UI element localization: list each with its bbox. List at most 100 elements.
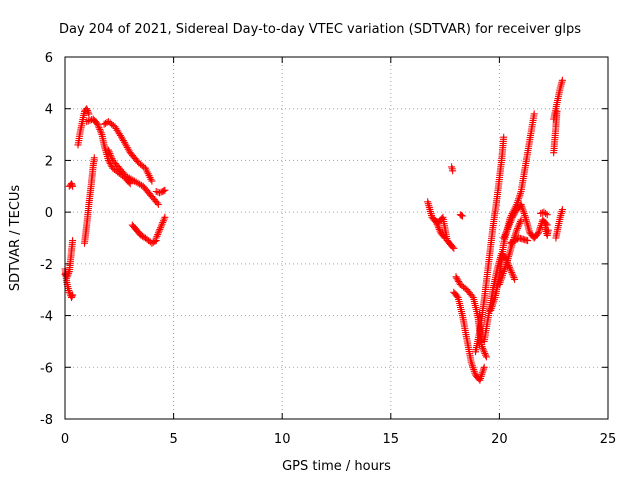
series-track-x [537,208,551,219]
series-track-h [104,146,162,208]
data-point [157,222,165,230]
plot-frame [64,56,609,420]
x-axis-tick-labels: 0 5 10 15 20 25 [61,432,616,447]
data-point [509,212,517,220]
data-point [453,292,461,300]
data-point [90,154,98,162]
data-point [508,238,516,246]
series-track-e [81,154,98,247]
data-point [558,206,566,214]
data-point [482,353,490,361]
data-point [449,243,457,251]
series-track-w [506,234,532,247]
data-point [156,225,164,233]
data-point [513,226,521,234]
y-tick-label: 0 [45,206,53,221]
data-point [139,232,146,240]
x-tick-label: 20 [491,432,508,447]
data-point [97,127,104,135]
data-point [543,211,551,219]
y-tick-label: -4 [40,310,53,325]
x-axis-label: GPS time / hours [282,459,391,474]
data-point [455,277,463,285]
data-point [530,110,538,118]
data-point [152,188,160,195]
data-point [511,275,519,283]
data-point [94,122,102,130]
data-point [159,219,167,226]
data-point [500,133,508,141]
data-point [154,229,162,237]
data-point [479,367,487,375]
data-point [107,151,115,159]
data-point [558,76,566,84]
series-track-y [541,224,552,239]
data-point [126,180,134,188]
data-point [137,231,145,239]
series-track-k [152,186,169,197]
series-track-ab [552,206,566,242]
data-point [538,209,546,217]
data-point [506,220,513,228]
data-point [454,276,462,284]
data-point [151,237,159,245]
series-track-j [152,213,169,242]
data-point [149,238,157,246]
series-track-i [128,221,160,247]
data-point [69,182,77,190]
data-point [104,146,112,154]
data-point [457,211,465,219]
data-point [502,229,510,237]
data-point [85,110,93,118]
data-point [542,209,550,217]
series-track-g [100,118,156,185]
series-track-r [472,133,508,356]
data-point [470,366,478,373]
data-point [156,189,163,197]
data-point [517,216,525,224]
data-point [478,343,486,351]
data-point [83,105,91,113]
data-point [84,117,92,125]
series-track-p [450,288,488,384]
x-tick-label: 5 [169,432,177,447]
series-track-aa [550,76,566,123]
series-track-d [74,105,93,149]
data-point [514,225,521,232]
data-point [107,153,115,161]
y-axis-tick-labels: -8 -6 -4 -2 0 2 4 6 [40,51,53,428]
data-point [479,344,487,352]
series-track-q [452,273,490,361]
data-point [69,237,77,245]
data-point [459,212,466,220]
data-point [506,263,513,271]
data-point [450,244,458,252]
data-point [505,222,513,230]
data-point [95,124,103,132]
y-tick-label: -6 [40,361,53,376]
y-tick-label: 2 [45,154,53,169]
data-point [481,350,489,357]
data-point [480,363,488,371]
data-point [508,215,516,223]
data-point [514,223,522,231]
data-point [507,267,515,275]
data-point [509,237,517,245]
series-track-m [430,213,458,252]
y-tick-label: 4 [45,103,53,118]
data-point [84,108,92,116]
x-tick-label: 0 [61,432,69,447]
series-track-v [500,200,551,242]
series-track-c [65,180,77,190]
data-point [500,234,508,242]
data-point [449,167,457,175]
data-point [511,237,519,245]
data-point [158,220,166,228]
data-point [468,292,476,300]
x-tick-label: 15 [383,432,400,447]
series-track-n [448,163,457,175]
data-point [506,219,514,226]
x-tick-label: 25 [600,432,617,447]
